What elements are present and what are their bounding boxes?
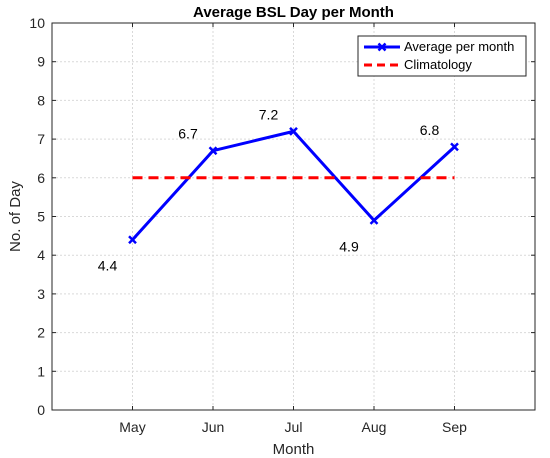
- chart-title: Average BSL Day per Month: [193, 4, 394, 21]
- y-tick-label: 2: [37, 325, 45, 341]
- data-value-label: 4.9: [339, 238, 359, 254]
- x-tick-label: Jun: [202, 419, 225, 435]
- data-point-marker: [369, 215, 379, 225]
- legend: Average per month Climatology: [357, 35, 527, 77]
- y-tick-label: 8: [37, 92, 45, 108]
- x-tick-label: Sep: [442, 419, 467, 435]
- data-value-label: 6.7: [178, 126, 198, 142]
- data-value-label: 4.4: [98, 258, 118, 274]
- x-tick-label: Jul: [285, 419, 303, 435]
- y-tick-label: 1: [37, 363, 45, 379]
- y-tick-label: 10: [29, 15, 45, 31]
- y-tick-label: 5: [37, 209, 45, 225]
- x-tick-label: May: [119, 419, 145, 435]
- x-axis-label: Month: [273, 441, 315, 458]
- data-point-marker: [289, 126, 298, 136]
- series-group: [128, 126, 459, 245]
- y-tick-label: 0: [37, 402, 45, 418]
- legend-box: [357, 35, 527, 77]
- data-value-label: 7.2: [259, 106, 279, 122]
- y-axis-ticks: 0 1 2 3 4 5 6 7 8 9 10: [29, 15, 535, 418]
- y-tick-label: 9: [37, 54, 45, 70]
- data-value-label: 6.8: [420, 122, 440, 138]
- data-labels: 4.4 6.7 7.2 4.9 6.8: [98, 106, 440, 273]
- x-tick-label: Aug: [362, 419, 387, 435]
- y-tick-label: 7: [37, 131, 45, 147]
- legend-label-climatology: Climatology: [404, 57, 472, 72]
- x-axis-ticks: May Jun Jul Aug Sep: [119, 23, 467, 435]
- data-point-marker: [208, 146, 218, 156]
- legend-label-average: Average per month: [404, 39, 514, 54]
- legend-marker-average: [377, 42, 387, 52]
- data-point-marker: [450, 142, 459, 152]
- y-tick-label: 3: [37, 286, 45, 302]
- y-tick-label: 6: [37, 170, 45, 186]
- y-axis-label: No. of Day: [7, 181, 24, 252]
- y-tick-label: 4: [37, 247, 45, 263]
- data-point-marker: [128, 235, 137, 245]
